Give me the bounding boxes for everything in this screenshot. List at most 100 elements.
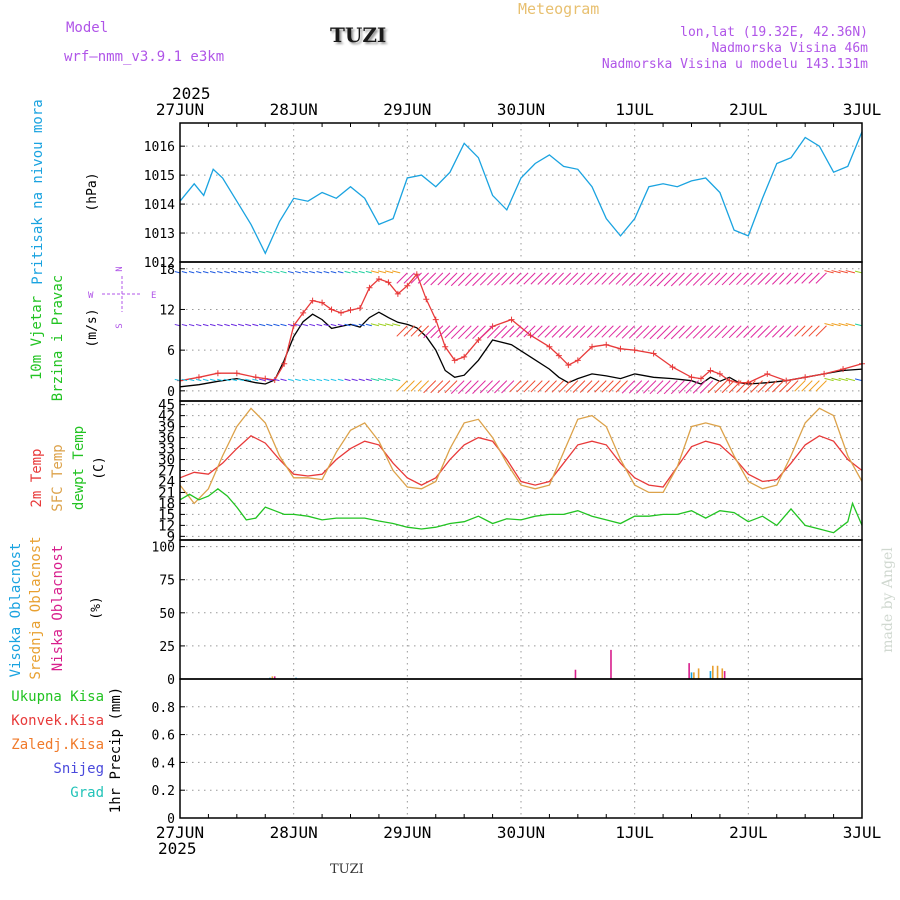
wind-barb — [772, 272, 785, 285]
panel-frame — [179, 122, 863, 263]
wind-barb — [188, 271, 195, 274]
wind-barb — [565, 380, 579, 393]
gust-marker — [262, 375, 269, 382]
wind-barb — [530, 325, 543, 338]
grid-layer — [179, 123, 863, 818]
wind-barb — [259, 378, 266, 382]
wind-barb — [663, 272, 678, 287]
precip-legend-grad: Grad — [70, 785, 104, 801]
wind-barb — [750, 272, 763, 286]
direction-north: N — [115, 266, 125, 271]
series-line — [179, 272, 863, 384]
wind-barb — [601, 325, 614, 338]
wind-barb — [230, 270, 237, 274]
year-label-top: 2025 — [172, 84, 211, 103]
wind-barb — [707, 325, 721, 339]
wind-barb — [252, 270, 259, 274]
cloud-title-2: Srednja Oblacnost — [28, 536, 44, 679]
wind-barb — [224, 323, 230, 327]
gust-marker — [840, 366, 847, 373]
wind-barb — [635, 272, 650, 286]
wind-barb — [252, 378, 259, 382]
wind-barb — [266, 323, 273, 327]
gust-marker — [195, 374, 202, 381]
wind-barb — [370, 323, 380, 327]
wind-barb — [685, 272, 699, 286]
wind-barb — [403, 272, 415, 284]
gust-marker — [603, 341, 610, 348]
wind-barb — [245, 323, 252, 327]
cloud-bar — [712, 665, 714, 679]
y-tick-label: 39 — [158, 420, 175, 436]
wind-barb — [509, 380, 522, 393]
wind-barb — [273, 323, 280, 327]
wind-barb — [586, 380, 600, 393]
wind-barb — [302, 323, 308, 327]
wind-barb — [794, 272, 806, 284]
gust-marker — [589, 343, 596, 350]
wind-barb — [351, 323, 358, 327]
wind-barb — [736, 380, 749, 393]
wind-barb — [195, 323, 202, 327]
gust-marker — [764, 370, 771, 377]
wind-barb — [786, 380, 799, 393]
wind-barb — [365, 323, 372, 327]
wind-barb — [764, 380, 778, 393]
wind-barb — [558, 325, 572, 338]
wind-barb — [628, 272, 643, 286]
gust-marker — [631, 347, 638, 354]
gust-marker — [366, 284, 373, 291]
cloud-bar — [709, 671, 712, 679]
wind-barb — [649, 272, 664, 287]
wind-barb — [815, 272, 827, 284]
wind-barb — [854, 378, 863, 382]
time-tick-bottom: 29JUN — [383, 823, 431, 842]
gust-marker — [413, 271, 420, 278]
wind-barb — [757, 272, 770, 286]
text-layer: 27JUN 27JUN 28JUN 28JUN 29JUN 29JUN 30JUN 30JUN… — [8, 84, 881, 858]
wind-title-1: 10m Vjetar — [29, 296, 45, 380]
wind-barb — [259, 323, 266, 327]
time-tick-bottom: 3JUL — [843, 823, 882, 842]
wind-barb — [457, 272, 472, 287]
wind-barb — [601, 272, 614, 285]
gust-marker — [508, 316, 515, 323]
temp-ylabel: (C) — [92, 456, 107, 479]
wind-barb — [838, 322, 848, 327]
wind-barb — [259, 270, 266, 274]
wind-barb — [621, 325, 636, 339]
wind-barb — [670, 272, 685, 287]
wind-barb — [621, 380, 636, 394]
direction-south: S — [115, 323, 125, 328]
wind-barb — [403, 325, 415, 337]
gust-marker — [375, 275, 382, 282]
wind-barb — [494, 272, 508, 286]
time-tick-top: 3JUL — [843, 100, 882, 119]
temp-title-3: dewpt Temp — [71, 426, 87, 510]
wind-barb — [558, 380, 572, 393]
gust-marker — [423, 296, 430, 303]
wind-barb — [245, 378, 252, 382]
gust-marker — [432, 316, 439, 323]
wind-barb — [772, 380, 785, 393]
wind-barb — [494, 325, 508, 339]
wind-barb — [628, 325, 643, 339]
wind-barb — [537, 325, 550, 338]
wind-barb — [714, 325, 728, 339]
wind-barb — [808, 380, 820, 392]
time-tick-top: 1JUL — [615, 100, 654, 119]
series-line — [179, 131, 863, 255]
wind-barb — [721, 325, 735, 339]
y-tick-label: 30 — [158, 453, 175, 469]
wind-barb — [608, 380, 621, 393]
wind-barb — [757, 380, 770, 393]
wind-barb — [202, 271, 209, 274]
gust-marker — [716, 370, 723, 377]
wind-barb — [565, 325, 579, 338]
wind-barb — [678, 272, 692, 286]
gust-marker — [385, 279, 392, 286]
time-tick-top: 27JUN — [156, 100, 204, 119]
wind-barb — [501, 272, 515, 286]
